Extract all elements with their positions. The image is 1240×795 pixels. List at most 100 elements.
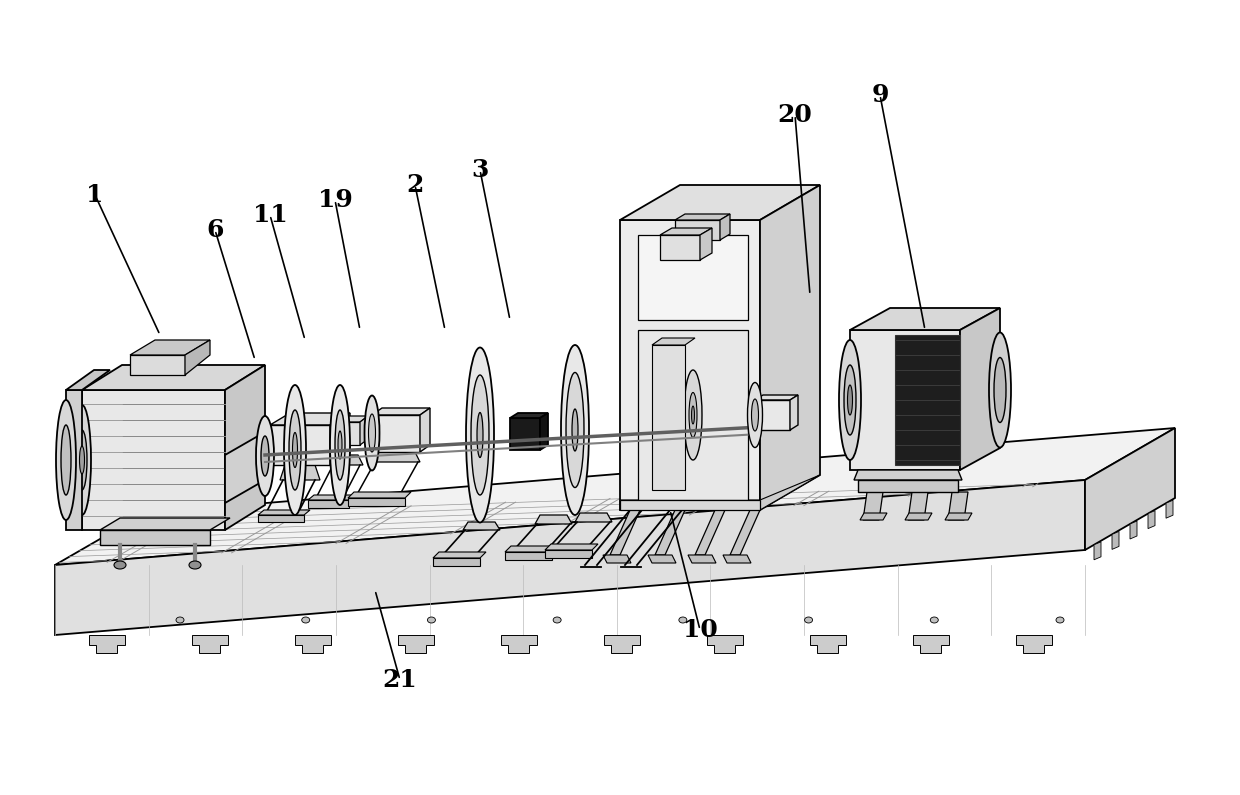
Polygon shape — [1085, 428, 1176, 550]
Text: 11: 11 — [253, 203, 288, 227]
Polygon shape — [546, 544, 598, 550]
Polygon shape — [1016, 635, 1052, 653]
Polygon shape — [82, 365, 265, 390]
Ellipse shape — [73, 405, 91, 515]
Polygon shape — [420, 408, 430, 452]
Polygon shape — [66, 390, 82, 530]
Polygon shape — [185, 340, 210, 375]
Polygon shape — [1148, 510, 1154, 529]
Polygon shape — [730, 510, 760, 555]
Polygon shape — [55, 428, 1176, 565]
Ellipse shape — [844, 365, 856, 435]
Polygon shape — [863, 492, 883, 520]
Polygon shape — [949, 492, 968, 520]
Ellipse shape — [684, 370, 702, 460]
Polygon shape — [652, 345, 684, 490]
Polygon shape — [280, 465, 320, 480]
Polygon shape — [1094, 542, 1101, 560]
Polygon shape — [620, 500, 760, 510]
Ellipse shape — [572, 409, 578, 451]
Ellipse shape — [466, 347, 494, 522]
Text: 9: 9 — [872, 83, 889, 107]
Polygon shape — [433, 552, 486, 558]
Ellipse shape — [1056, 617, 1064, 623]
Polygon shape — [258, 510, 310, 515]
Polygon shape — [501, 635, 537, 653]
Ellipse shape — [61, 425, 71, 495]
Ellipse shape — [368, 414, 376, 452]
Ellipse shape — [477, 413, 484, 457]
Polygon shape — [270, 425, 330, 465]
Polygon shape — [258, 515, 304, 522]
Polygon shape — [960, 308, 999, 470]
Ellipse shape — [365, 395, 379, 471]
Polygon shape — [790, 395, 799, 430]
Ellipse shape — [930, 617, 939, 623]
Ellipse shape — [994, 358, 1006, 422]
Text: 10: 10 — [683, 618, 718, 642]
Ellipse shape — [176, 617, 184, 623]
Ellipse shape — [565, 373, 584, 487]
Polygon shape — [82, 390, 224, 530]
Polygon shape — [1112, 531, 1118, 549]
Polygon shape — [639, 235, 748, 320]
Polygon shape — [620, 185, 820, 220]
Polygon shape — [810, 635, 846, 653]
Polygon shape — [546, 550, 591, 558]
Ellipse shape — [689, 393, 697, 437]
Polygon shape — [372, 415, 420, 452]
Polygon shape — [330, 413, 350, 465]
Polygon shape — [360, 416, 368, 445]
Polygon shape — [723, 555, 751, 563]
Ellipse shape — [692, 406, 694, 424]
Polygon shape — [510, 418, 539, 450]
Polygon shape — [760, 185, 820, 510]
Polygon shape — [372, 408, 430, 415]
Ellipse shape — [805, 617, 812, 623]
Text: 1: 1 — [87, 183, 104, 207]
Polygon shape — [575, 513, 613, 522]
Polygon shape — [649, 555, 676, 563]
Text: 6: 6 — [206, 218, 223, 242]
Polygon shape — [755, 400, 790, 430]
Ellipse shape — [284, 385, 306, 515]
Ellipse shape — [471, 375, 489, 495]
Polygon shape — [308, 500, 348, 508]
Polygon shape — [433, 558, 480, 566]
Polygon shape — [655, 510, 684, 555]
Polygon shape — [908, 492, 928, 520]
Ellipse shape — [301, 617, 310, 623]
Polygon shape — [224, 432, 265, 503]
Polygon shape — [100, 518, 229, 530]
Polygon shape — [100, 530, 210, 545]
Polygon shape — [895, 335, 960, 465]
Ellipse shape — [847, 385, 853, 415]
Polygon shape — [694, 510, 725, 555]
Polygon shape — [755, 395, 799, 400]
Polygon shape — [861, 513, 887, 520]
Polygon shape — [701, 228, 712, 260]
Polygon shape — [505, 546, 558, 552]
Polygon shape — [505, 552, 552, 560]
Ellipse shape — [56, 400, 76, 520]
Polygon shape — [913, 635, 949, 653]
Text: 19: 19 — [317, 188, 352, 212]
Polygon shape — [620, 220, 760, 510]
Polygon shape — [130, 355, 185, 375]
Polygon shape — [373, 452, 420, 462]
Polygon shape — [707, 635, 743, 653]
Polygon shape — [620, 475, 820, 510]
Polygon shape — [720, 214, 730, 240]
Polygon shape — [854, 470, 962, 480]
Polygon shape — [270, 413, 350, 425]
Polygon shape — [688, 555, 715, 563]
Polygon shape — [348, 498, 405, 506]
Ellipse shape — [77, 430, 87, 490]
Polygon shape — [534, 515, 572, 524]
Polygon shape — [398, 635, 434, 653]
Polygon shape — [604, 635, 640, 653]
Ellipse shape — [751, 399, 759, 431]
Polygon shape — [88, 635, 124, 653]
Text: 21: 21 — [383, 668, 418, 692]
Ellipse shape — [260, 436, 269, 476]
